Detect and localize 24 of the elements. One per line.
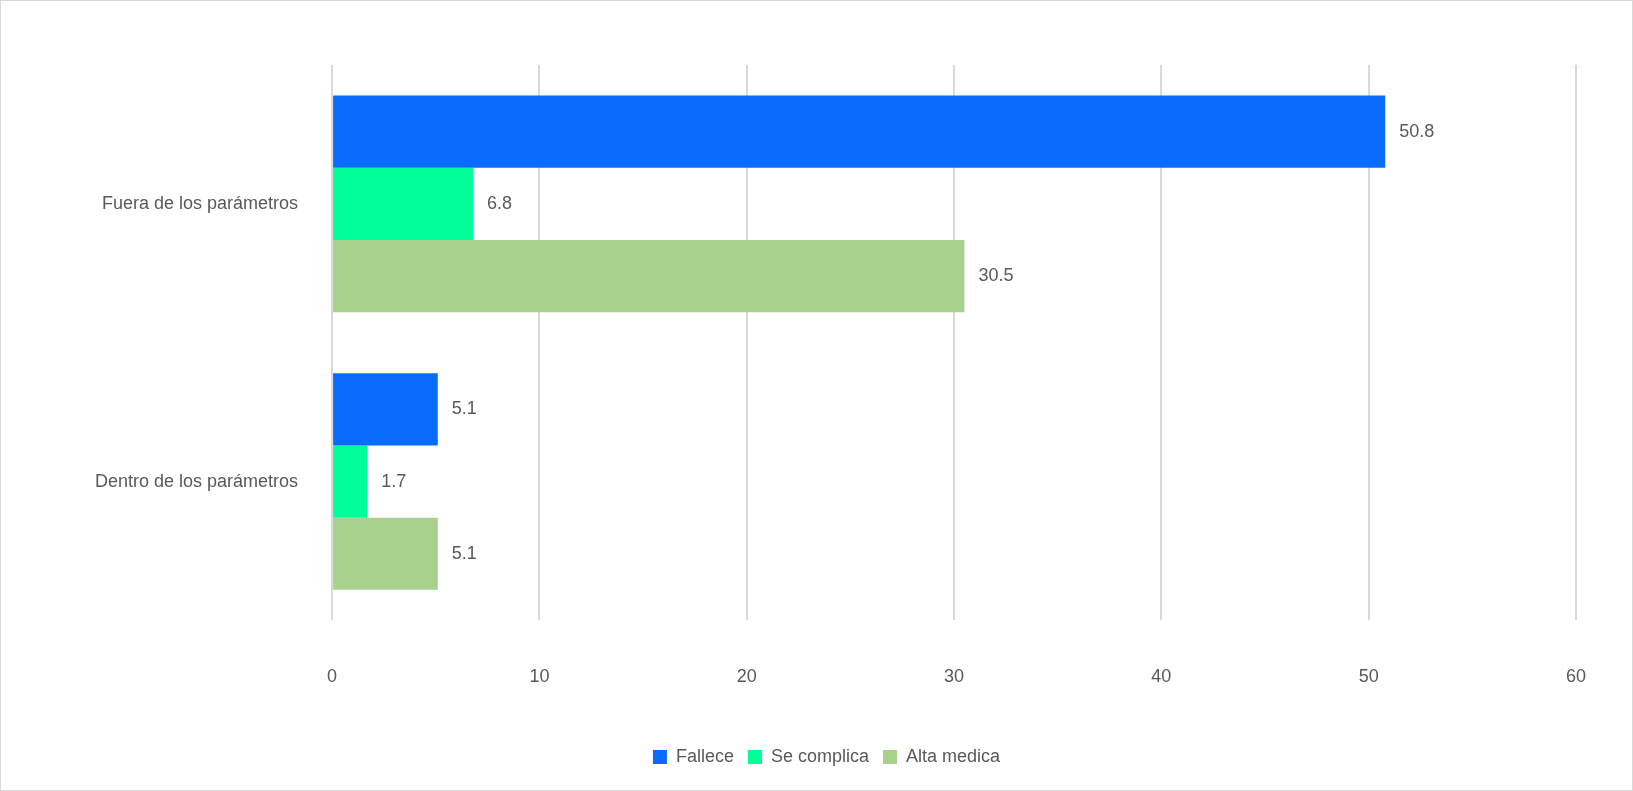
bar (333, 373, 438, 446)
x-tick-label: 60 (1565, 666, 1586, 687)
bar (333, 239, 965, 313)
x-tick-label: 30 (944, 666, 965, 687)
legend-label: Fallece (675, 745, 734, 766)
x-tick-label: 20 (736, 666, 757, 687)
y-tick-label: Dentro de los parámetros (94, 470, 299, 491)
y-tick-label: Fuera de los parámetros (102, 192, 299, 213)
bar (333, 167, 474, 240)
data-label: 50.8 (1399, 120, 1435, 141)
data-label: 30.5 (978, 265, 1014, 286)
x-tick-label: 40 (1151, 666, 1172, 687)
legend-label: Alta medica (906, 745, 1002, 766)
x-tick-label: 10 (529, 666, 550, 687)
legend-label: Se complica (770, 745, 870, 766)
bar (333, 517, 438, 590)
x-tick-label: 0 (327, 666, 338, 687)
bar (333, 445, 368, 518)
data-label: 6.8 (487, 192, 513, 213)
bar (333, 95, 1386, 168)
data-label: 5.1 (451, 398, 477, 419)
x-tick-label: 50 (1358, 666, 1379, 687)
data-label: 1.7 (381, 470, 407, 491)
data-label: 5.1 (451, 542, 477, 563)
